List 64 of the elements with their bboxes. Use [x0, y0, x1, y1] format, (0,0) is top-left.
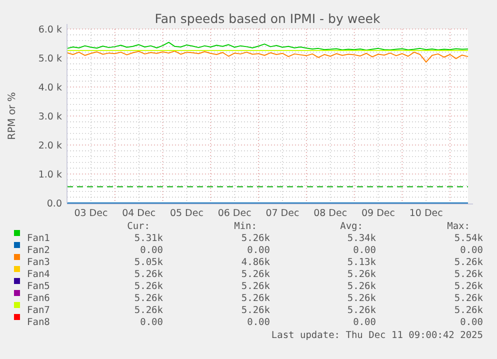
text: 0.00 [460, 317, 484, 328]
text: 5.26k [134, 281, 164, 292]
text: 5.34k [347, 233, 376, 244]
y-tick-label: 1.0 k [38, 170, 62, 180]
text: 0.00 [460, 245, 484, 256]
text: 5.26k [347, 293, 376, 304]
y-tick-label: 6.0 k [38, 24, 62, 36]
text: 5.26k [241, 305, 270, 316]
text: 5.13k [347, 257, 376, 268]
text: 5.26k [241, 281, 270, 292]
text: 5.26k [241, 293, 270, 304]
text: 4.86k [241, 257, 270, 268]
y-tick-label: 2.0 k [38, 140, 62, 152]
legend-label: Fan4 [27, 269, 50, 280]
text: 0.00 [140, 245, 164, 256]
text: 5.26k [134, 293, 164, 304]
text: 5.26k [134, 305, 164, 316]
text: 5.26k [347, 269, 376, 280]
text: 5.31k [134, 233, 164, 244]
x-tick-label: 10 Dec [409, 208, 443, 219]
y-tick-label: 0.0 [46, 198, 62, 210]
legend-label: Fan5 [27, 281, 50, 292]
text: 0.00 [353, 245, 376, 256]
text: 0.00 [353, 317, 376, 328]
legend-label: Fan1 [27, 233, 50, 244]
chart-title: Fan speeds based on IPMI - by week [154, 11, 381, 26]
text: 5.26k [347, 281, 376, 292]
x-tick-label: 05 Dec [170, 208, 204, 219]
text: 5.26k [241, 233, 270, 244]
x-tick-label: 09 Dec [361, 208, 395, 219]
text: 5.26k [454, 293, 484, 304]
text: 5.05k [134, 257, 164, 268]
line-series [66, 42, 468, 51]
text: 0.00 [140, 317, 164, 328]
text: 5.26k [347, 305, 376, 316]
text: Max: [447, 221, 470, 232]
text: 5.26k [241, 269, 270, 280]
text: 5.26k [454, 281, 484, 292]
x-tick-label: 03 Dec [74, 208, 108, 219]
text: 5.54k [454, 233, 484, 244]
text: Avg: [340, 221, 363, 232]
x-tick-label: 04 Dec [122, 208, 156, 219]
text: 0.00 [247, 317, 270, 328]
text: 5.26k [134, 269, 164, 280]
line-series [66, 50, 468, 63]
y-tick-label: 4.0 k [38, 82, 62, 94]
x-tick-label: 06 Dec [218, 208, 252, 219]
text: 5.26k [454, 269, 484, 280]
text: 5.26k [454, 305, 484, 316]
y-tick-label: 3.0 k [38, 112, 62, 122]
y-axis-title: RPM or % [7, 92, 18, 140]
text: 0.00 [247, 245, 270, 256]
text: Last update: Thu Dec 11 09:00:42 2025 [271, 330, 483, 341]
x-tick-label: 08 Dec [314, 208, 348, 219]
legend-label: Fan8 [27, 317, 50, 328]
legend-label: Fan6 [27, 293, 50, 304]
y-tick-label: 5.0 k [38, 54, 62, 64]
legend-label: Fan2 [27, 245, 50, 256]
text: Cur: [127, 221, 150, 232]
x-tick-label: 07 Dec [266, 208, 300, 219]
text: Min: [234, 221, 257, 232]
legend-label: Fan7 [27, 305, 50, 316]
legend-label: Fan3 [27, 257, 50, 268]
text: 5.26k [454, 257, 484, 268]
